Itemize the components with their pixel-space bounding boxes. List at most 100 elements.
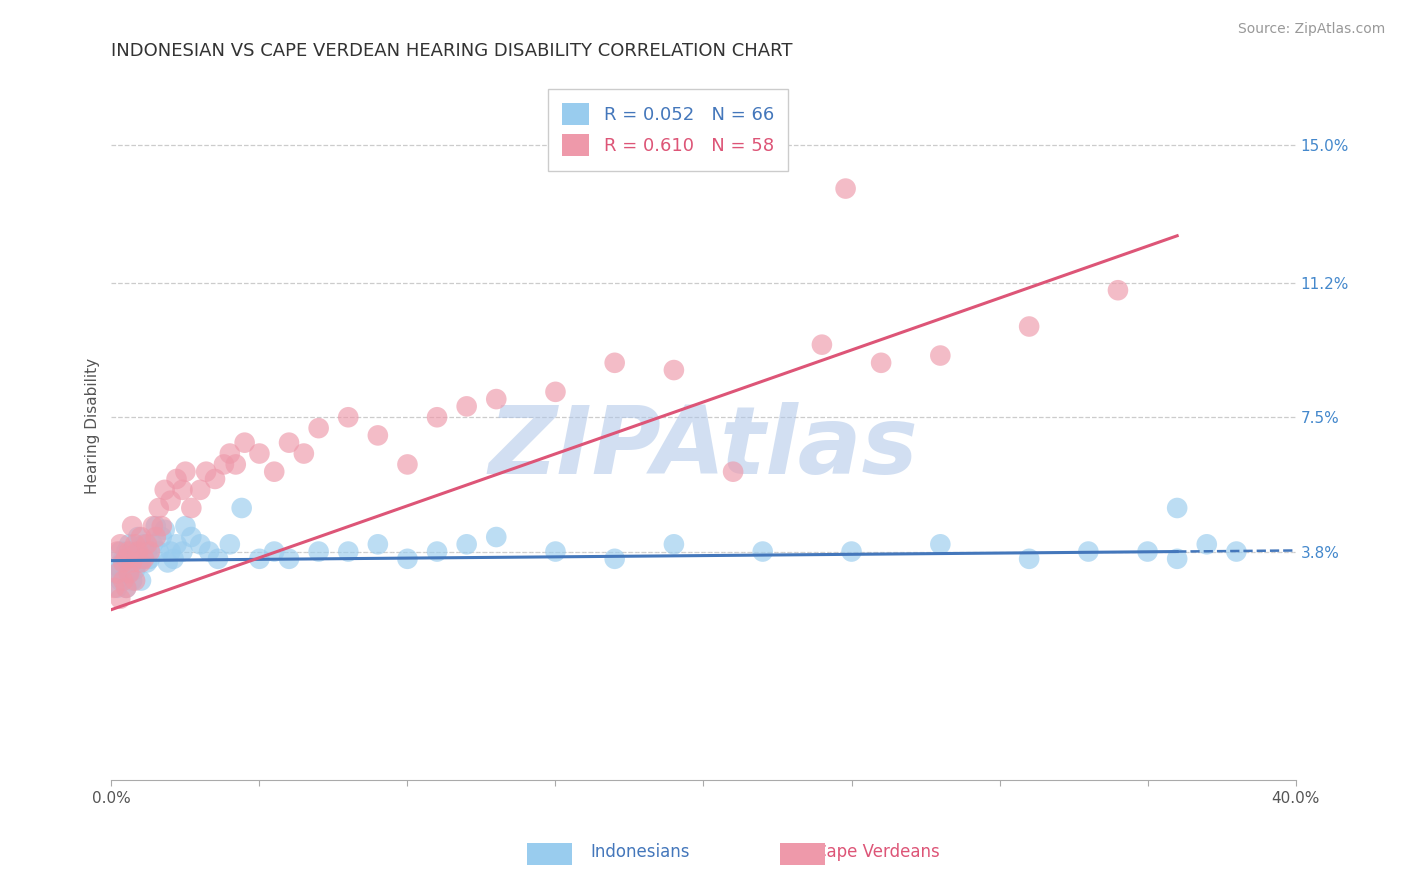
Point [110, 563, 132, 577]
Point [105, 544, 128, 558]
Text: INDONESIAN VS CAPE VERDEAN HEARING DISABILITY CORRELATION CHART: INDONESIAN VS CAPE VERDEAN HEARING DISAB… [111, 42, 793, 60]
Point [148, 544, 170, 558]
Point [103, 581, 125, 595]
Point [249, 551, 271, 566]
Point [124, 574, 146, 588]
Point [110, 544, 132, 558]
Text: Indonesians: Indonesians [591, 843, 690, 861]
Point [127, 556, 149, 570]
Point [195, 465, 218, 479]
Point [218, 537, 240, 551]
Y-axis label: Hearing Disability: Hearing Disability [86, 359, 100, 494]
Point [118, 551, 141, 566]
Point [112, 556, 135, 570]
Point [367, 537, 389, 551]
Point [396, 551, 419, 566]
Point [142, 519, 165, 533]
Point [127, 544, 149, 558]
Point [1107, 283, 1129, 297]
Point [174, 465, 197, 479]
Point [136, 544, 159, 558]
Point [207, 551, 229, 566]
Point [751, 544, 773, 558]
Point [153, 523, 176, 537]
Point [249, 446, 271, 460]
Point [603, 551, 626, 566]
Point [1195, 537, 1218, 551]
Point [132, 544, 155, 558]
Point [112, 551, 135, 566]
Point [292, 446, 315, 460]
Point [145, 519, 167, 533]
Point [367, 428, 389, 442]
Point [132, 537, 155, 551]
Point [278, 551, 301, 566]
Point [115, 581, 138, 595]
Point [132, 551, 155, 566]
Point [263, 544, 285, 558]
Point [118, 544, 141, 558]
Point [811, 337, 834, 351]
Legend: R = 0.052   N = 66, R = 0.610   N = 58: R = 0.052 N = 66, R = 0.610 N = 58 [548, 88, 789, 170]
Point [174, 519, 197, 533]
Point [150, 530, 173, 544]
Point [337, 410, 360, 425]
Point [118, 537, 141, 551]
Point [124, 537, 146, 551]
Point [129, 556, 152, 570]
Point [544, 384, 567, 399]
Point [105, 559, 128, 574]
Point [121, 519, 143, 533]
Point [662, 363, 685, 377]
Point [263, 465, 285, 479]
Point [172, 483, 194, 497]
Point [485, 530, 508, 544]
Point [105, 566, 128, 581]
Point [150, 519, 173, 533]
Point [212, 458, 235, 472]
Point [198, 544, 221, 558]
Point [231, 500, 253, 515]
Point [204, 472, 226, 486]
Point [337, 544, 360, 558]
Point [218, 446, 240, 460]
Point [112, 556, 135, 570]
Point [456, 537, 478, 551]
Point [308, 421, 330, 435]
Point [110, 574, 132, 588]
Point [118, 566, 141, 581]
Point [180, 500, 202, 515]
Point [278, 435, 301, 450]
Point [426, 544, 449, 558]
Point [136, 537, 159, 551]
Point [172, 544, 194, 558]
Point [115, 551, 138, 566]
Point [115, 559, 138, 574]
Point [105, 581, 128, 595]
Point [121, 574, 143, 588]
Point [841, 544, 863, 558]
Point [136, 556, 159, 570]
Point [188, 483, 211, 497]
Point [124, 548, 146, 562]
Point [308, 544, 330, 558]
Text: Cape Verdeans: Cape Verdeans [815, 843, 941, 861]
Point [159, 544, 181, 558]
Point [166, 472, 188, 486]
Point [1136, 544, 1159, 558]
Point [153, 483, 176, 497]
Point [110, 537, 132, 551]
Point [1018, 551, 1040, 566]
Point [118, 566, 141, 581]
Point [870, 356, 893, 370]
Point [396, 458, 419, 472]
Point [456, 400, 478, 414]
Point [233, 435, 256, 450]
Point [426, 410, 449, 425]
Point [1077, 544, 1099, 558]
Point [145, 530, 167, 544]
Point [662, 537, 685, 551]
Text: ZIPAtlas: ZIPAtlas [489, 401, 918, 493]
Point [110, 591, 132, 606]
Point [929, 349, 952, 363]
